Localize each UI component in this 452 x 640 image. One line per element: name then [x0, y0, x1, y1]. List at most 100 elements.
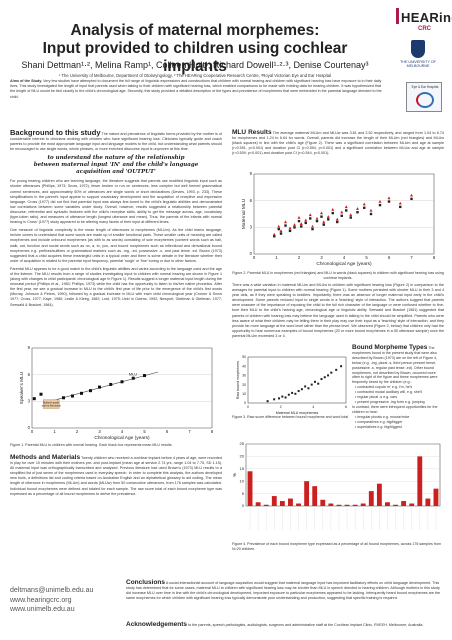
data-point [80, 391, 83, 395]
methods-text: Twenty children who received a cochlear … [10, 456, 222, 496]
bound-item: • regular plural -s e.g. cars [355, 395, 398, 400]
hearingcrc-link[interactable]: www.hearingcrc.org [10, 596, 72, 604]
mluw-point [293, 226, 296, 229]
hospital-logo: Eye & Ear Hospital [406, 82, 442, 112]
y-tick-label: 9 [250, 171, 253, 176]
mluw-point [315, 219, 319, 223]
hospital-name: Eye & Ear Hospital [411, 85, 439, 89]
y-axis-label: Raw bound morphemes [236, 361, 240, 399]
bar [401, 501, 407, 506]
background-heading: Background to this study [10, 128, 101, 137]
bar [336, 504, 342, 506]
x-tick-label: 0 [31, 429, 34, 434]
bar [393, 504, 398, 506]
x-tick-label: 7 [188, 429, 191, 434]
x-tick-label: 6 [166, 429, 169, 434]
title-line-2: Input provided to children using cochlea… [42, 40, 348, 75]
bar [433, 488, 439, 506]
background-intro: Background to this study The nature and … [10, 128, 222, 152]
mluw-point [288, 229, 292, 233]
mlum-point [331, 207, 335, 211]
unimelb-link[interactable]: www.unimelb.edu.au [10, 606, 75, 613]
conclusions-text: A social interactionist account of langu… [126, 581, 441, 601]
data-point [131, 376, 135, 380]
y-axis-label: Maternal MLU [241, 198, 247, 229]
contact-email-link[interactable]: deltmans@unimelb.edu.au [10, 587, 94, 594]
bar [279, 501, 285, 506]
x-tick-label: 1 [275, 255, 278, 260]
x-tick-label: 2 [298, 255, 301, 260]
x-tick-label: 0 [253, 255, 256, 260]
mlum-point [387, 196, 391, 200]
data-point [327, 374, 330, 377]
data-point [323, 376, 326, 379]
mluw-point [320, 215, 323, 218]
bar [425, 498, 431, 506]
y-axis-label: % [232, 473, 237, 477]
bound-heading: Bound Morpheme Types [352, 344, 428, 351]
y-tick-label: 30 [242, 374, 246, 378]
poster-header: Analysis of maternal morphemes: Input pr… [0, 0, 452, 126]
bar [296, 503, 301, 506]
ack-heading: Acknowledgements [126, 621, 188, 628]
mlum-point [304, 218, 308, 222]
mlum-point [320, 211, 323, 215]
y-axis-label: Speaker's MLU [19, 371, 25, 404]
mluw-point [387, 200, 391, 203]
mlum-point [272, 232, 276, 236]
mlum-point [340, 210, 344, 214]
mlum-point [378, 199, 382, 203]
data-point [273, 398, 276, 401]
mother-words-box [43, 399, 60, 409]
y-tick-label: 0 [244, 401, 246, 405]
mlum-point [356, 207, 359, 210]
x-tick-label: 4 [121, 429, 124, 434]
mluw-point [356, 211, 359, 214]
x-axis-label: Maternal MLU morphemes [276, 411, 319, 415]
y-tick-label: 6 [250, 198, 253, 203]
mother-words-label-2: prior to first words [42, 404, 62, 407]
mlum-point [410, 193, 413, 197]
x-tick-label: 5 [143, 429, 146, 434]
plot-area [31, 347, 213, 429]
y-tick-label: 9 [28, 345, 31, 350]
x-tick-label: 3 [320, 255, 323, 260]
bound-item-2: • irregular plurals e.g. mouse/mice [355, 414, 410, 419]
mlum-point [284, 220, 287, 224]
data-point [266, 400, 269, 403]
x-tick-label: 6 [388, 255, 391, 260]
mluw-point [273, 235, 276, 238]
mluw-point [304, 221, 307, 225]
bound-morpheme-section: Bound Morpheme Types The morphemes found… [352, 344, 444, 429]
bound-item-2: • comparatives e.g. big/bigger [355, 419, 403, 424]
title-line-1: Analysis of maternal morphemes: [70, 22, 320, 39]
x-tick-label: 2 [280, 405, 282, 409]
results-p1: The average maternal MLUm and MLUw was 3… [232, 131, 444, 156]
x-axis-label: Chronological Age (years) [94, 435, 150, 441]
x-tick-label: 1 [53, 429, 56, 434]
mlum-point [398, 201, 402, 205]
data-point [120, 380, 124, 384]
data-point [281, 395, 284, 398]
bar [320, 499, 326, 506]
bound-text: The morphemes found in the present study… [352, 346, 438, 385]
x-tick-label: 8 [433, 255, 436, 260]
data-point [98, 385, 101, 389]
mluw-point [279, 232, 283, 235]
mluw-point [369, 212, 373, 216]
x-tick-label: 8 [211, 429, 214, 434]
mluw-point [327, 218, 330, 221]
mlum-point [322, 220, 326, 224]
mluw-point [399, 205, 402, 209]
y-tick-label: 15 [240, 466, 245, 471]
mlum-point [299, 222, 303, 225]
data-point [143, 374, 146, 378]
y-tick-label: 0 [250, 251, 253, 256]
bound-item-2: • superlatives e.g. big/biggest [355, 424, 402, 429]
mluw-point [311, 227, 314, 231]
y-tick-label: 10 [242, 392, 246, 396]
data-point [284, 396, 287, 399]
data-point [32, 397, 36, 401]
x-tick-label: 3 [98, 429, 101, 434]
plot-area [245, 443, 441, 507]
